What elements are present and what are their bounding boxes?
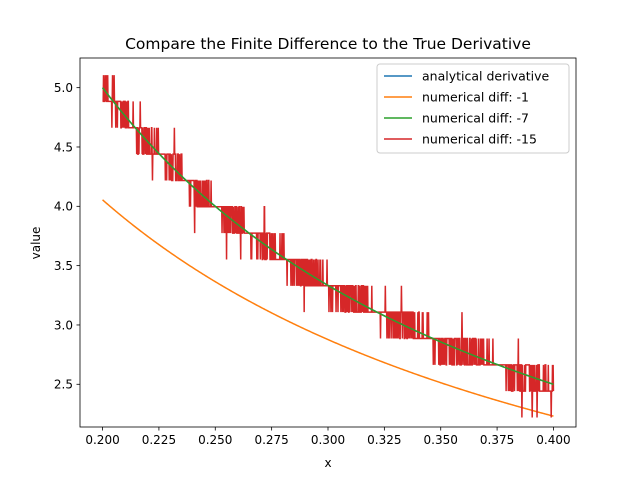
x-tick-label: 0.250 — [198, 433, 232, 447]
legend-label: numerical diff: -1 — [422, 90, 529, 105]
y-tick-label: 4.0 — [54, 200, 73, 214]
y-axis: 2.5 3.0 3.5 4.0 4.5 5.0 — [54, 81, 80, 392]
x-axis: 0.200 0.225 0.250 0.275 0.300 0.325 0.350 0.375… — [85, 427, 571, 447]
y-tick-label: 2.5 — [54, 378, 73, 392]
series-layer — [101, 75, 555, 418]
x-tick-label: 0.375 — [480, 433, 514, 447]
x-axis-label: x — [324, 456, 331, 470]
x-tick-label: 0.225 — [142, 433, 176, 447]
legend: analytical derivative numerical diff: -1 n… — [376, 63, 570, 154]
series-line-numerical-diff-1 — [102, 199, 554, 417]
x-tick-label: 0.400 — [536, 433, 570, 447]
x-tick-label: 0.325 — [367, 433, 401, 447]
y-tick-label: 4.5 — [54, 140, 73, 154]
chart-title: Compare the Finite Difference to the Tru… — [125, 35, 531, 53]
y-axis-label: value — [29, 227, 43, 260]
y-tick-label: 3.5 — [54, 259, 73, 273]
plot-area — [101, 75, 555, 418]
y-tick-label: 3.0 — [54, 318, 73, 332]
x-tick-label: 0.350 — [424, 433, 458, 447]
x-tick-label: 0.275 — [254, 433, 288, 447]
legend-label: numerical diff: -7 — [422, 111, 529, 126]
y-tick-label: 5.0 — [54, 81, 73, 95]
x-tick-label: 0.200 — [85, 433, 119, 447]
legend-label: numerical diff: -15 — [422, 132, 537, 147]
x-tick-label: 0.300 — [311, 433, 345, 447]
legend-label: analytical derivative — [422, 69, 550, 84]
legend-box — [376, 63, 570, 154]
series-line-numerical-diff-7 — [101, 87, 554, 386]
